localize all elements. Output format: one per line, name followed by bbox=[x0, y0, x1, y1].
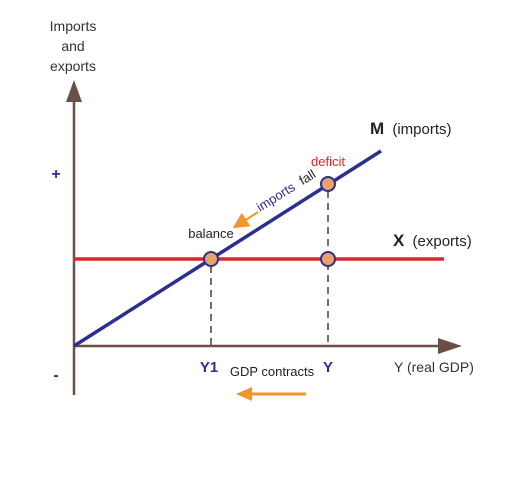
gdp-contracts-arrowhead bbox=[236, 387, 252, 401]
tick-y: Y bbox=[323, 359, 333, 376]
imports-line-label: M (imports) bbox=[370, 119, 452, 138]
exports-at-y-marker bbox=[320, 251, 336, 267]
imports-label-text: (imports) bbox=[392, 121, 451, 138]
exports-line-label: X (exports) bbox=[393, 231, 472, 250]
exports-label-text: (exports) bbox=[413, 233, 472, 250]
tick-y1: Y1 bbox=[200, 359, 218, 376]
fall-word: fall bbox=[296, 166, 318, 188]
deficit-label: deficit bbox=[311, 154, 345, 169]
imports-fall-label: imports fall bbox=[254, 166, 319, 214]
plus-sign: + bbox=[51, 166, 60, 183]
balance-point-marker bbox=[203, 251, 219, 267]
y-axis-label-line-2: and bbox=[61, 38, 84, 54]
y-axis-label-line-3: exports bbox=[50, 58, 96, 74]
x-axis-label: Y (real GDP) bbox=[394, 359, 474, 375]
balance-label: balance bbox=[188, 226, 234, 241]
gdp-contracts-label: GDP contracts bbox=[230, 364, 315, 379]
y-axis-arrowhead bbox=[66, 80, 82, 102]
imports-letter: M bbox=[370, 119, 384, 138]
minus-sign: - bbox=[53, 367, 58, 384]
imports-fall-arrow bbox=[232, 211, 259, 229]
deficit-point-marker bbox=[320, 176, 336, 192]
x-axis-arrowhead bbox=[438, 338, 462, 354]
exports-letter: X bbox=[393, 231, 405, 250]
y-axis-label-line-1: Imports bbox=[50, 18, 97, 34]
